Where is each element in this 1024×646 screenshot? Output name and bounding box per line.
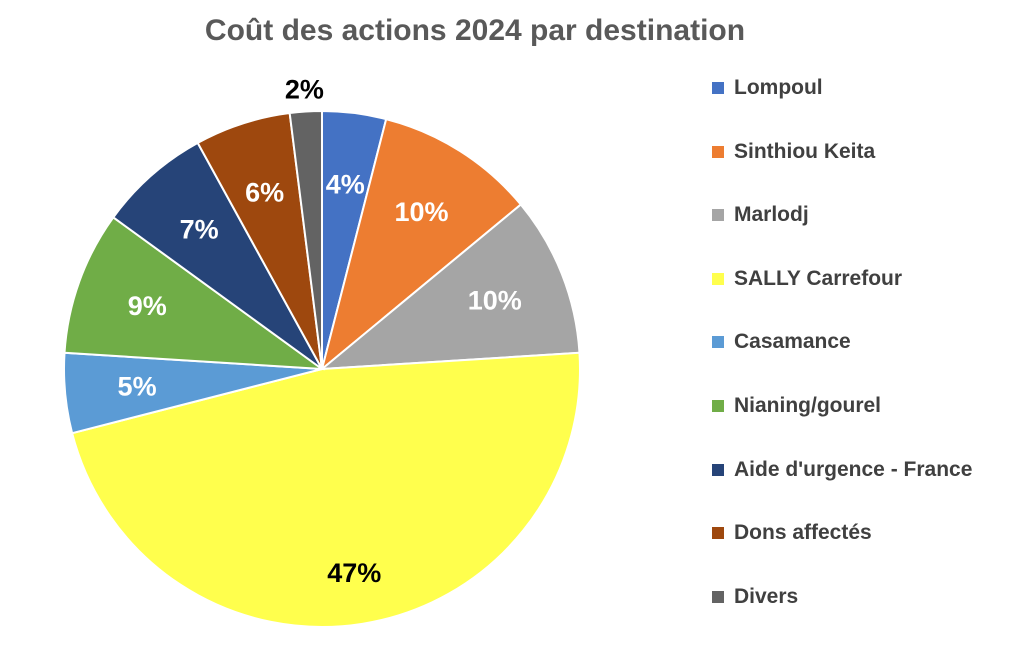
pie-slice-nianing-gourel bbox=[63, 215, 326, 371]
pie-slice-divers bbox=[288, 109, 323, 370]
legend-label: Dons affectés bbox=[734, 521, 872, 545]
pie-data-labels: 4% 10% 10% 47% 5% 9% 7% 6% 2% bbox=[118, 75, 522, 588]
legend-swatch bbox=[712, 209, 724, 222]
legend-item-divers: Divers bbox=[712, 583, 972, 646]
legend-swatch bbox=[712, 527, 724, 540]
pie-slice-marlodj bbox=[318, 203, 581, 371]
legend-label: Nianing/gourel bbox=[734, 393, 881, 417]
legend-swatch bbox=[712, 336, 724, 349]
legend: Lompoul Sinthiou Keita Marlodj SALLY Carref… bbox=[712, 74, 972, 646]
legend-swatch bbox=[712, 272, 724, 285]
data-label-lompoul: 4% bbox=[326, 170, 365, 200]
data-label-sally-carrefour: 47% bbox=[327, 558, 381, 588]
pie-slice-aide-d-urgence-france bbox=[111, 141, 323, 370]
pie-slice-sally-carrefour bbox=[70, 351, 581, 628]
legend-label: Aide d'urgence - France bbox=[734, 457, 973, 481]
data-label-sinthiou-keita: 10% bbox=[395, 197, 449, 227]
data-label-aide-d-urgence-france: 7% bbox=[180, 215, 219, 245]
legend-swatch bbox=[712, 590, 724, 603]
data-label-marlodj: 10% bbox=[468, 286, 522, 316]
legend-label: Marlodj bbox=[734, 203, 809, 227]
legend-item-nianing-gourel: Nianing/gourel bbox=[712, 392, 972, 456]
legend-item-dons-affectes: Dons affectés bbox=[712, 519, 972, 583]
pie-chart: 4% 10% 10% 47% 5% 9% 7% 6% 2% bbox=[63, 75, 581, 628]
legend-label: Sinthiou Keita bbox=[734, 139, 876, 163]
legend-label: SALLY Carrefour bbox=[734, 266, 903, 290]
pie-slices bbox=[63, 109, 581, 628]
data-label-divers: 2% bbox=[285, 75, 324, 105]
data-label-dons-affectes: 6% bbox=[245, 177, 284, 207]
legend-swatch bbox=[712, 145, 724, 158]
legend-item-marlodj: Marlodj bbox=[712, 201, 972, 265]
data-label-casamance: 5% bbox=[118, 371, 157, 401]
pie-slice-sinthiou-keita bbox=[320, 117, 523, 372]
legend-swatch bbox=[712, 82, 724, 94]
legend-label: Divers bbox=[734, 584, 799, 608]
legend-item-lompoul: Lompoul bbox=[712, 74, 972, 138]
legend-label: Casamance bbox=[734, 330, 851, 354]
legend-item-sally-carrefour: SALLY Carrefour bbox=[712, 265, 972, 329]
legend-item-casamance: Casamance bbox=[712, 328, 972, 392]
legend-item-sinthiou-keita: Sinthiou Keita bbox=[712, 138, 972, 202]
legend-swatch bbox=[712, 463, 724, 476]
data-label-nianing-gourel: 9% bbox=[128, 291, 167, 321]
legend-label: Lompoul bbox=[734, 76, 823, 99]
chart-title: Coût des actions 2024 par destination bbox=[204, 14, 746, 47]
legend-swatch bbox=[712, 399, 724, 412]
legend-item-aide-d-urgence-france: Aide d'urgence - France bbox=[712, 456, 972, 520]
